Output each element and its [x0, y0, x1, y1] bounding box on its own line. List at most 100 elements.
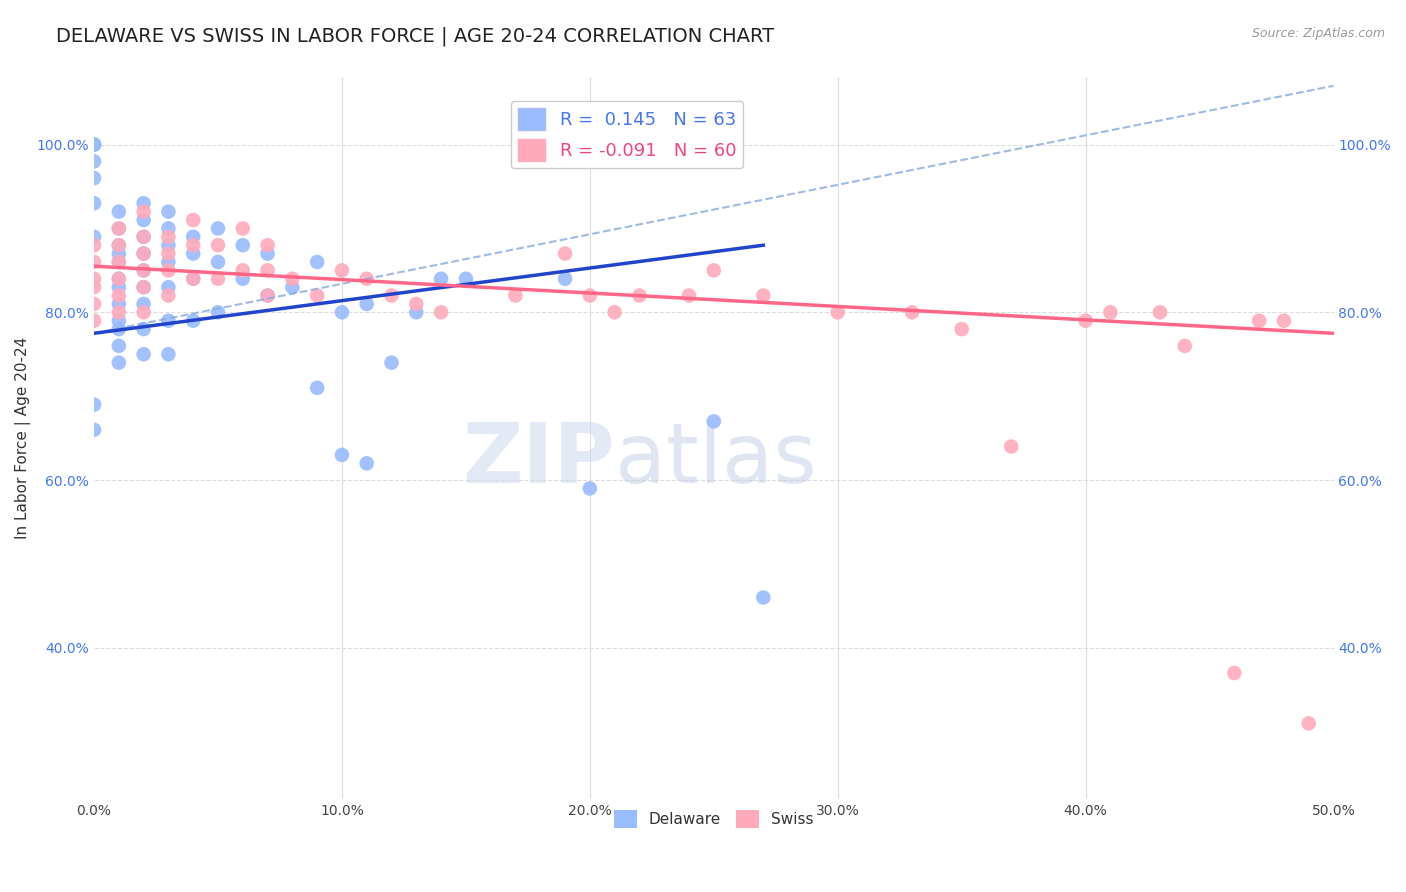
Point [579, 482, 602, 496]
Point [83, 423, 105, 437]
Point [132, 196, 155, 211]
Point [157, 347, 180, 361]
Point [207, 238, 229, 252]
Point [256, 288, 278, 302]
Point [157, 221, 180, 235]
Point [207, 272, 229, 286]
Point [1149, 305, 1171, 319]
Point [132, 229, 155, 244]
Point [132, 305, 155, 319]
Point [330, 305, 353, 319]
Point [83, 196, 105, 211]
Point [207, 221, 229, 235]
Point [256, 238, 278, 252]
Point [281, 272, 304, 286]
Text: Source: ZipAtlas.com: Source: ZipAtlas.com [1251, 27, 1385, 40]
Point [307, 255, 329, 269]
Point [108, 314, 131, 328]
Point [1074, 314, 1097, 328]
Point [83, 398, 105, 412]
Point [108, 356, 131, 370]
Point [132, 263, 155, 277]
Point [157, 314, 180, 328]
Point [108, 255, 131, 269]
Point [108, 221, 131, 235]
Text: DELAWARE VS SWISS IN LABOR FORCE | AGE 20-24 CORRELATION CHART: DELAWARE VS SWISS IN LABOR FORCE | AGE 2… [56, 27, 775, 46]
Point [1223, 665, 1246, 680]
Point [132, 297, 155, 311]
Point [83, 280, 105, 294]
Point [1000, 440, 1022, 454]
Point [108, 255, 131, 269]
Point [157, 263, 180, 277]
Point [83, 297, 105, 311]
Point [330, 448, 353, 462]
Point [256, 246, 278, 260]
Point [232, 263, 254, 277]
Point [678, 288, 700, 302]
Point [356, 272, 378, 286]
Point [83, 238, 105, 252]
Point [330, 263, 353, 277]
Point [157, 229, 180, 244]
Point [83, 171, 105, 186]
Point [108, 297, 131, 311]
Point [132, 213, 155, 227]
Point [108, 204, 131, 219]
Point [181, 272, 204, 286]
Point [703, 263, 725, 277]
Point [181, 229, 204, 244]
Point [232, 272, 254, 286]
Point [256, 263, 278, 277]
Point [108, 238, 131, 252]
Point [430, 305, 453, 319]
Point [950, 322, 973, 336]
Point [579, 288, 602, 302]
Y-axis label: In Labor Force | Age 20-24: In Labor Force | Age 20-24 [15, 337, 31, 540]
Point [108, 322, 131, 336]
Point [232, 238, 254, 252]
Point [83, 255, 105, 269]
Point [83, 154, 105, 169]
Point [132, 246, 155, 260]
Point [380, 356, 402, 370]
Point [108, 246, 131, 260]
Point [430, 272, 453, 286]
Point [1099, 305, 1122, 319]
Point [132, 280, 155, 294]
Point [703, 137, 725, 152]
Text: atlas: atlas [614, 419, 817, 500]
Point [132, 229, 155, 244]
Text: ZIP: ZIP [463, 419, 614, 500]
Point [157, 255, 180, 269]
Point [181, 238, 204, 252]
Point [281, 280, 304, 294]
Point [1298, 716, 1320, 731]
Point [603, 305, 626, 319]
Point [132, 263, 155, 277]
Point [157, 288, 180, 302]
Point [380, 288, 402, 302]
Point [181, 272, 204, 286]
Point [554, 272, 576, 286]
Point [132, 204, 155, 219]
Point [108, 305, 131, 319]
Point [83, 137, 105, 152]
Point [132, 322, 155, 336]
Point [356, 297, 378, 311]
Point [454, 272, 477, 286]
Point [108, 272, 131, 286]
Point [108, 280, 131, 294]
Point [703, 414, 725, 428]
Point [132, 347, 155, 361]
Point [505, 288, 527, 302]
Point [108, 339, 131, 353]
Point [307, 381, 329, 395]
Point [83, 229, 105, 244]
Point [181, 213, 204, 227]
Point [83, 314, 105, 328]
Point [181, 314, 204, 328]
Point [108, 288, 131, 302]
Point [752, 591, 775, 605]
Point [83, 272, 105, 286]
